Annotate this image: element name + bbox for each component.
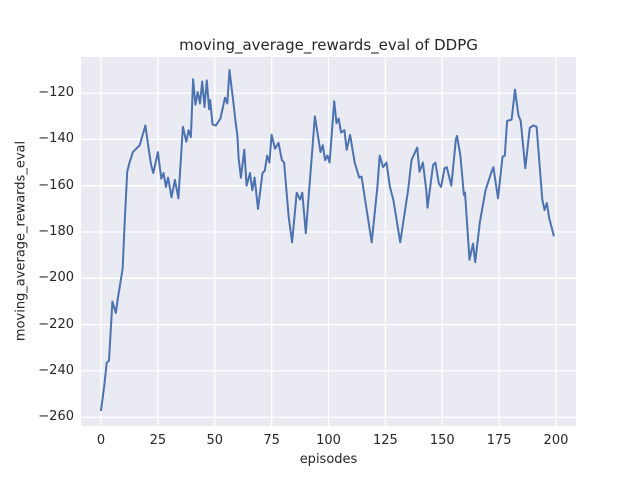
x-tick-label: 75	[263, 433, 280, 448]
x-tick-label: 100	[316, 433, 341, 448]
x-tick-label: 150	[429, 433, 455, 448]
x-tick-label: 200	[543, 433, 569, 448]
y-tick-label: −120	[38, 85, 74, 101]
y-tick-label: −180	[38, 224, 74, 239]
x-tick-label: 125	[372, 433, 398, 448]
chart-title: moving_average_rewards_eval of DDPG	[179, 36, 478, 54]
x-tick-label: 175	[486, 433, 512, 448]
y-tick-label: −240	[38, 362, 74, 378]
y-tick-label: −220	[38, 316, 74, 332]
y-tick-label: −200	[38, 270, 74, 286]
x-tick-label: 25	[149, 433, 167, 448]
x-tick-label: 0	[96, 433, 106, 448]
y-tick-label: −260	[38, 409, 74, 425]
x-axis-label: episodes	[299, 452, 358, 467]
x-tick-label: 50	[206, 433, 224, 448]
chart-line	[100, 69, 555, 412]
plot-svg	[81, 57, 576, 426]
plot-area	[81, 57, 576, 426]
y-tick-label: −160	[38, 177, 74, 193]
y-tick-label: −140	[38, 131, 74, 147]
y-axis-label: moving_average_rewards_eval	[13, 140, 29, 342]
